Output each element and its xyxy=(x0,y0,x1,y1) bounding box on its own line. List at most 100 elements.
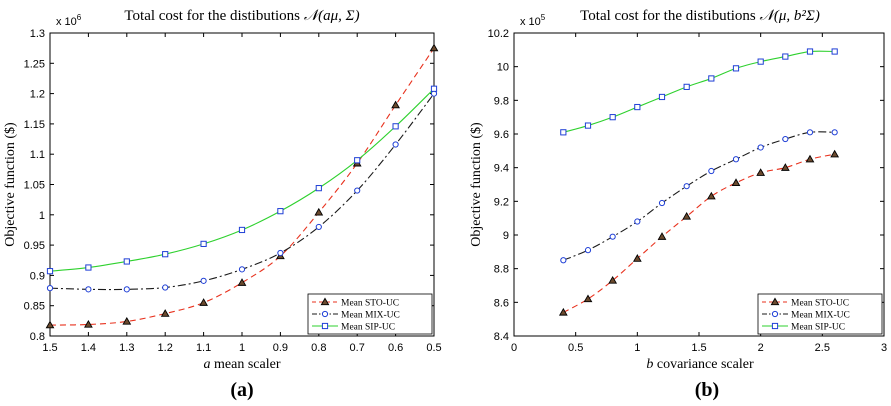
square-marker xyxy=(277,208,284,215)
series-mean-sto-uc xyxy=(558,149,840,316)
triangle-marker xyxy=(199,298,208,306)
legend-label: Mean MIX-UC xyxy=(791,311,850,321)
x-tick-label: 0.7 xyxy=(350,342,365,354)
legend-box xyxy=(757,293,883,335)
x-tick-label: 0.6 xyxy=(388,342,403,354)
plot-area-frame xyxy=(513,32,885,337)
circle-marker xyxy=(162,284,169,291)
plot-area-frame xyxy=(49,32,435,337)
y-tick-label: 1.25 xyxy=(24,58,45,70)
square-marker xyxy=(757,58,764,65)
x-tick-label: 1.3 xyxy=(119,342,134,354)
y-tick-label: 10.2 xyxy=(488,28,509,40)
triangle-marker xyxy=(122,316,132,325)
x-tick-label: 1 xyxy=(634,342,640,354)
triangle-marker xyxy=(314,207,324,216)
triangle-marker xyxy=(84,319,93,328)
circle-marker xyxy=(277,249,284,257)
square-marker xyxy=(238,226,246,234)
y-tick-label: 1.2 xyxy=(30,89,45,101)
square-marker xyxy=(430,85,438,92)
triangle-marker xyxy=(320,297,330,306)
y-tick-label: 9.8 xyxy=(494,95,509,107)
circle-marker xyxy=(609,233,616,240)
y-tick-label: 10 xyxy=(497,62,509,74)
chart-title: Total cost for the distibutions 𝒩(μ, b²Σ… xyxy=(580,8,820,24)
series-mean-mix-uc xyxy=(46,90,438,293)
triangle-marker xyxy=(608,275,618,284)
square-marker xyxy=(354,157,361,164)
triangle-marker xyxy=(45,320,55,329)
legend: Mean STO-UC Mean MIX-UC Mean SIP-UC xyxy=(307,293,433,335)
circle-marker xyxy=(123,286,130,293)
triangle-marker xyxy=(391,100,400,109)
circle-marker xyxy=(634,218,641,225)
y-tick-label: 9 xyxy=(503,230,509,242)
title-math: 𝒩(aμ, Σ) xyxy=(304,8,360,24)
circle-marker xyxy=(46,285,54,292)
y-tick-label: 1.3 xyxy=(30,28,45,40)
square-marker xyxy=(732,65,740,72)
x-tick-label: 3 xyxy=(881,342,887,354)
circle-marker xyxy=(683,183,690,190)
circle-marker xyxy=(354,187,361,194)
series-mean-sto-uc xyxy=(45,43,439,329)
triangle-marker xyxy=(583,294,593,303)
circle-marker xyxy=(658,199,666,207)
square-marker xyxy=(123,258,130,265)
triangle-marker xyxy=(657,232,667,240)
series-line xyxy=(563,153,835,313)
x-tick-label: 0 xyxy=(511,342,517,354)
triangle-marker xyxy=(558,307,568,316)
square-marker xyxy=(609,114,616,121)
x-tick-label: 0.9 xyxy=(273,342,288,354)
y-axis-multiplier: x 105 xyxy=(520,13,546,28)
circle-marker xyxy=(315,223,322,231)
series-mean-sip-uc xyxy=(560,48,838,136)
square-marker xyxy=(321,322,329,330)
square-marker xyxy=(708,75,715,82)
square-marker xyxy=(683,83,690,90)
x-tick-label: 1 xyxy=(239,342,245,354)
circle-marker xyxy=(771,310,779,318)
y-tick-label: 0.95 xyxy=(24,240,45,252)
legend-label: Mean STO-UC xyxy=(341,299,399,309)
panel-label: (b) xyxy=(695,379,719,401)
title-math: 𝒩(μ, b²Σ) xyxy=(760,8,820,24)
square-marker xyxy=(200,240,207,247)
multiplier-base: x 10 xyxy=(520,16,541,28)
square-marker xyxy=(782,53,789,60)
chart-panel-b: 8.4 8.6 8.8 9 9.2 9.4 9.6 9.8 10 10.2 0 0.5 1 1.5 2 2.5… xyxy=(469,8,887,401)
title-text: Total cost for the distibutions xyxy=(124,8,303,24)
x-tick-label: 1.1 xyxy=(196,342,211,354)
y-tick-label: 1.1 xyxy=(30,149,45,161)
triangle-marker xyxy=(830,149,840,158)
y-axis-label: Objective function ($) xyxy=(469,122,484,247)
x-tick-label: 0.5 xyxy=(426,342,441,354)
circle-marker xyxy=(782,135,789,143)
series-line xyxy=(49,93,435,291)
legend-label: Mean SIP-UC xyxy=(791,323,845,333)
square-marker xyxy=(46,268,54,275)
y-tick-label: 8.6 xyxy=(494,297,509,309)
triangle-marker xyxy=(160,309,170,317)
triangle-marker xyxy=(756,168,766,176)
circle-marker xyxy=(560,257,567,264)
square-marker xyxy=(162,251,169,258)
chart-panel-a: 0.8 0.85 0.9 0.95 1 1.05 1.1 1.15 1.2 1.25 1.3 1.5 1… xyxy=(3,8,442,401)
circle-marker xyxy=(831,129,838,136)
triangle-marker xyxy=(632,254,642,262)
triangle-marker xyxy=(805,154,815,163)
x-tick-label: 1.4 xyxy=(81,342,96,354)
square-marker xyxy=(806,48,814,55)
y-tick-label: 9.2 xyxy=(494,196,509,208)
series-line xyxy=(49,88,435,272)
circle-marker xyxy=(321,310,329,318)
y-tick-label: 1.05 xyxy=(24,180,45,192)
x-tick-label: 0.8 xyxy=(311,342,326,354)
series-mean-sip-uc xyxy=(46,85,438,275)
y-tick-label: 0.8 xyxy=(30,331,45,343)
legend-box xyxy=(307,293,433,335)
panel-label: (a) xyxy=(230,379,253,401)
